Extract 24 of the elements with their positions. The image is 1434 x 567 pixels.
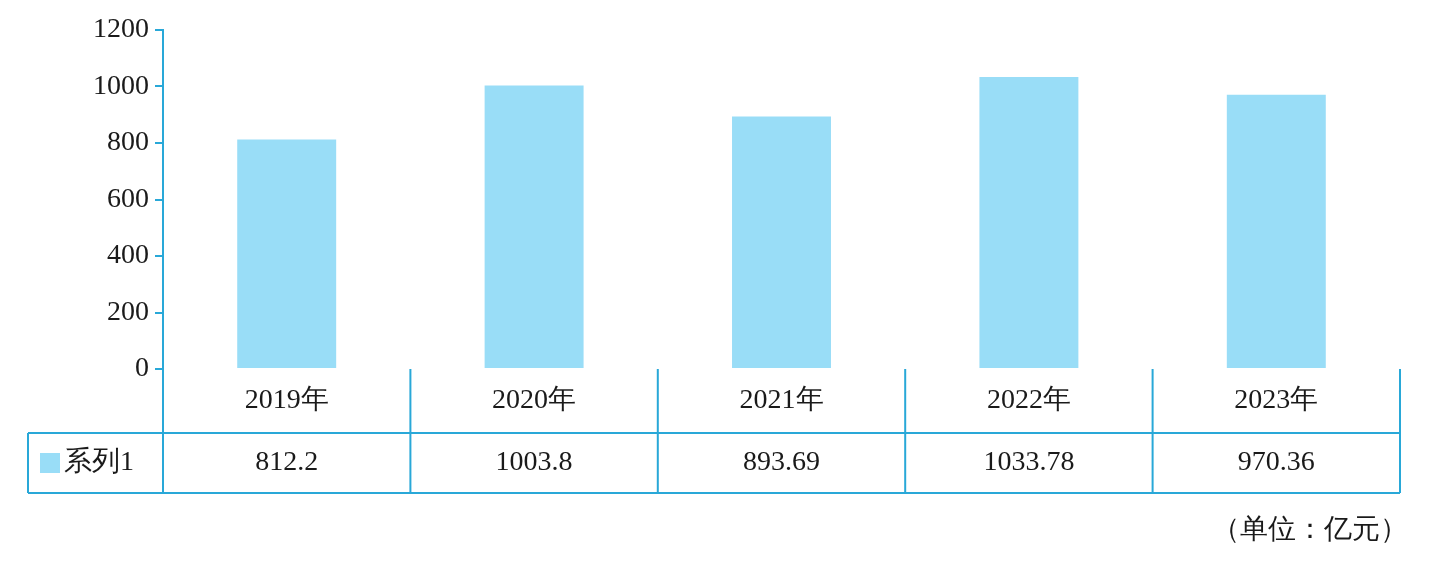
bar [237, 139, 337, 368]
y-tick-label: 600 [107, 181, 149, 213]
y-tick-label: 400 [107, 238, 149, 270]
y-tick-label: 200 [107, 294, 149, 326]
x-tick-label: 2019年 [244, 383, 329, 415]
x-tick-label: 2020年 [492, 383, 577, 415]
bar [732, 116, 831, 368]
y-tick-label: 800 [107, 125, 149, 157]
bar [979, 76, 1079, 368]
data-label: 1033.78 [983, 445, 1075, 477]
bar [484, 85, 584, 368]
text: （单位：亿元） [1212, 513, 1408, 545]
bar [1226, 94, 1326, 368]
x-tick-label: 2021年 [739, 383, 824, 415]
data-label: 1003.8 [495, 445, 573, 477]
x-tick-label: 2022年 [986, 383, 1071, 415]
y-tick-label: 1000 [93, 68, 149, 100]
legend-label: 系列1 [64, 445, 134, 477]
data-label: 970.36 [1237, 445, 1315, 477]
x-tick-label: 2023年 [1234, 383, 1319, 415]
y-tick-label: 0 [135, 351, 149, 383]
y-tick-label: 1200 [93, 12, 149, 44]
data-label: 893.69 [743, 445, 820, 477]
data-label: 812.2 [255, 445, 319, 477]
